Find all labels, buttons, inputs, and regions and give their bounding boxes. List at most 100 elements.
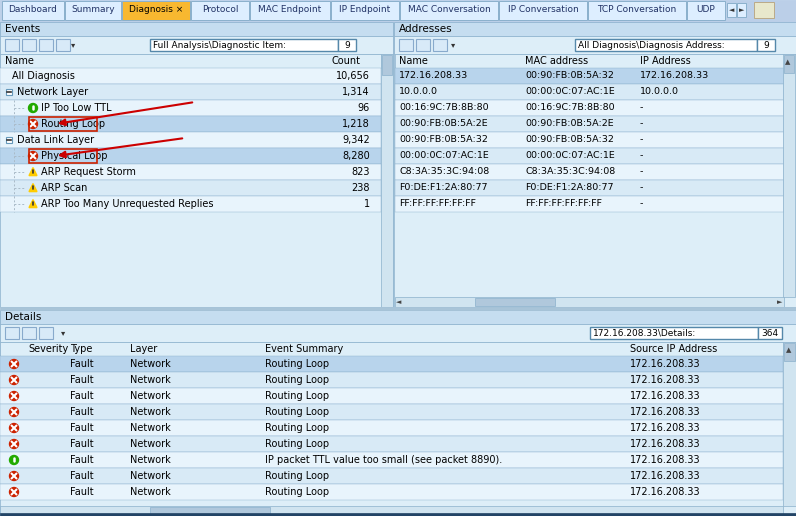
Text: Network: Network xyxy=(130,423,171,433)
Text: 172.16.208.33\Details:: 172.16.208.33\Details: xyxy=(593,329,696,337)
Bar xyxy=(0,388,783,404)
Bar xyxy=(56,39,70,51)
Bar xyxy=(0,342,783,356)
Bar xyxy=(784,343,795,361)
Text: ▾: ▾ xyxy=(451,40,455,50)
Polygon shape xyxy=(29,168,37,175)
Text: Source IP Address: Source IP Address xyxy=(630,344,717,354)
Bar xyxy=(5,327,19,339)
Text: 9: 9 xyxy=(344,40,350,50)
Circle shape xyxy=(10,472,18,480)
Text: FF:FF:FF:FF:FF:FF: FF:FF:FF:FF:FF:FF xyxy=(525,200,602,208)
Bar xyxy=(191,1,249,20)
Text: Name: Name xyxy=(399,56,428,66)
Text: Events: Events xyxy=(5,24,41,34)
Bar xyxy=(0,436,783,452)
Text: Fault: Fault xyxy=(70,391,94,401)
Text: Summary: Summary xyxy=(71,6,115,14)
Bar xyxy=(0,404,783,420)
Text: F0:DE:F1:2A:80:77: F0:DE:F1:2A:80:77 xyxy=(525,184,614,192)
Text: Full Analysis\Diagnostic Item:: Full Analysis\Diagnostic Item: xyxy=(153,40,286,50)
Text: Routing Loop: Routing Loop xyxy=(265,439,329,449)
Bar xyxy=(395,100,784,116)
Text: 8,280: 8,280 xyxy=(342,151,370,161)
Bar xyxy=(0,36,393,54)
Text: UDP: UDP xyxy=(696,6,716,14)
Text: Fault: Fault xyxy=(70,471,94,481)
Bar xyxy=(0,506,783,516)
Bar xyxy=(687,1,725,20)
Text: 10.0.0.0: 10.0.0.0 xyxy=(399,88,438,96)
Bar xyxy=(499,1,587,20)
Text: Network Layer: Network Layer xyxy=(17,87,88,97)
Text: ARP Request Storm: ARP Request Storm xyxy=(41,167,136,177)
Bar xyxy=(737,3,746,17)
Bar xyxy=(0,310,796,516)
Text: Routing Loop: Routing Loop xyxy=(265,487,329,497)
Bar xyxy=(0,513,796,516)
Bar xyxy=(0,84,381,100)
Text: Diagnosis ×: Diagnosis × xyxy=(129,6,183,14)
Text: Fault: Fault xyxy=(70,359,94,369)
Bar xyxy=(0,372,783,388)
Bar xyxy=(433,39,447,51)
Bar xyxy=(588,1,686,20)
Text: IP packet TTL value too small (see packet 8890).: IP packet TTL value too small (see packe… xyxy=(265,455,502,465)
Bar xyxy=(0,310,796,324)
Text: 172.16.208.33: 172.16.208.33 xyxy=(630,455,700,465)
Bar xyxy=(381,54,393,307)
Bar xyxy=(395,164,784,180)
Text: Fault: Fault xyxy=(70,487,94,497)
Bar xyxy=(22,327,36,339)
Text: Fault: Fault xyxy=(70,455,94,465)
Bar xyxy=(575,39,757,51)
Text: 172.16.208.33: 172.16.208.33 xyxy=(630,471,700,481)
Bar xyxy=(0,54,381,68)
Text: 00:00:0C:07:AC:1E: 00:00:0C:07:AC:1E xyxy=(525,88,615,96)
Bar xyxy=(0,180,381,196)
Text: Dashboard: Dashboard xyxy=(9,6,57,14)
Text: All Diagnosis\Diagnosis Address:: All Diagnosis\Diagnosis Address: xyxy=(578,40,724,50)
Text: Routing Loop: Routing Loop xyxy=(265,423,329,433)
Bar xyxy=(0,196,381,212)
Bar xyxy=(395,54,784,68)
Text: Fault: Fault xyxy=(70,439,94,449)
Text: 1,218: 1,218 xyxy=(342,119,370,129)
Text: Network: Network xyxy=(130,375,171,385)
Text: 238: 238 xyxy=(352,183,370,193)
Text: All Diagnosis: All Diagnosis xyxy=(12,71,75,81)
Bar xyxy=(0,420,783,436)
Bar xyxy=(783,54,795,297)
Text: 9: 9 xyxy=(763,40,769,50)
Text: C8:3A:35:3C:94:08: C8:3A:35:3C:94:08 xyxy=(399,168,490,176)
Text: 172.16.208.33: 172.16.208.33 xyxy=(399,72,468,80)
Text: -: - xyxy=(640,184,643,192)
Circle shape xyxy=(10,424,18,432)
Text: ▲: ▲ xyxy=(786,59,790,65)
Bar xyxy=(29,117,97,131)
Bar xyxy=(0,0,796,22)
Bar xyxy=(399,39,413,51)
Bar xyxy=(416,39,430,51)
Text: -: - xyxy=(640,200,643,208)
Bar xyxy=(395,180,784,196)
Text: F0:DE:F1:2A:80:77: F0:DE:F1:2A:80:77 xyxy=(399,184,487,192)
Bar xyxy=(395,132,784,148)
Text: MAC Endpoint: MAC Endpoint xyxy=(259,6,322,14)
Bar xyxy=(784,55,794,73)
Text: Protocol: Protocol xyxy=(201,6,238,14)
Text: 00:90:FB:0B:5A:32: 00:90:FB:0B:5A:32 xyxy=(525,136,614,144)
Bar xyxy=(5,39,19,51)
Text: 00:16:9C:7B:8B:80: 00:16:9C:7B:8B:80 xyxy=(525,104,615,112)
Circle shape xyxy=(10,408,18,416)
Text: Routing Loop: Routing Loop xyxy=(265,471,329,481)
Bar xyxy=(22,39,36,51)
Text: ▾: ▾ xyxy=(60,329,65,337)
Circle shape xyxy=(29,120,37,128)
Text: Network: Network xyxy=(130,391,171,401)
Text: -: - xyxy=(640,104,643,112)
Text: Name: Name xyxy=(5,56,34,66)
Text: Network: Network xyxy=(130,439,171,449)
Text: 364: 364 xyxy=(762,329,778,337)
Bar xyxy=(250,1,330,20)
